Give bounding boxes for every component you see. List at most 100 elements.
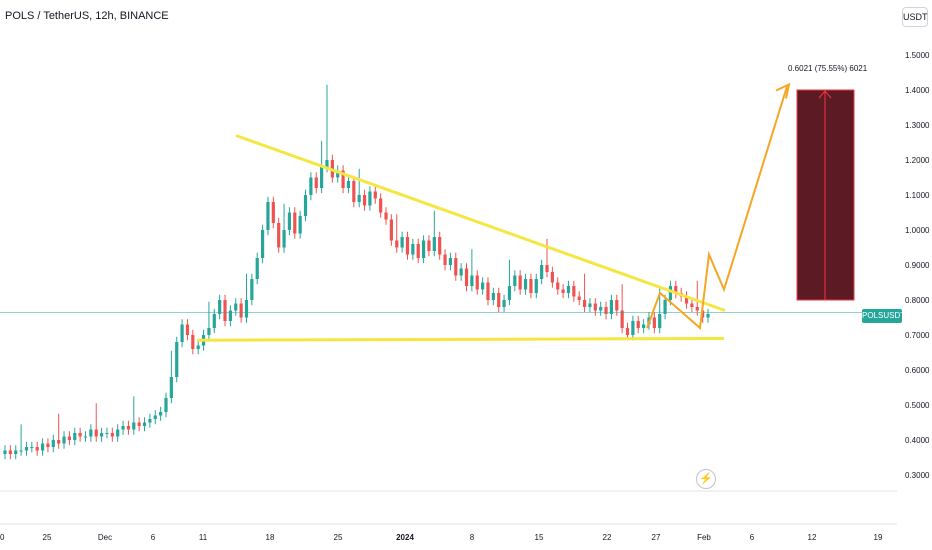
candle-body: [46, 443, 50, 447]
currency-button[interactable]: USDT: [902, 7, 928, 27]
candle-body: [497, 293, 501, 307]
grid-lines: [0, 490, 897, 525]
candle-body: [352, 181, 356, 202]
candle-body: [690, 303, 694, 307]
candle-body: [99, 433, 104, 437]
candle-body: [432, 237, 436, 251]
price-axis[interactable]: 1.5000 1.4000 1.3000 1.2000 1.1000 1.0000 0.90…: [905, 51, 930, 480]
candle-body: [105, 433, 109, 434]
candle-body: [336, 170, 340, 178]
candle-body: [636, 321, 640, 328]
candle-body: [357, 195, 361, 202]
candle-body: [169, 377, 173, 398]
candle-body: [132, 422, 136, 430]
candle-body: [73, 433, 77, 440]
candle-body: [438, 237, 442, 255]
candle-body: [486, 282, 490, 300]
candle-body: [668, 286, 673, 300]
candle-body: [250, 279, 254, 300]
candle-body: [325, 160, 329, 167]
candle-body: [481, 282, 485, 290]
candle-body: [164, 398, 168, 412]
time-axis[interactable]: 20 25 Dec 6 11 18 25 2024 8 15 22 27 Feb 6 12 19: [0, 533, 883, 542]
x-tick-label: 18: [266, 533, 275, 542]
candle-body: [260, 230, 265, 258]
candle-body: [588, 303, 592, 307]
candle-body: [277, 223, 281, 248]
candle-body: [67, 436, 71, 440]
candle-body: [121, 426, 125, 430]
x-tick-label: 15: [535, 533, 544, 542]
candle-body: [51, 440, 55, 447]
candle-body: [110, 433, 114, 437]
y-tick-label: 1.4000: [905, 86, 930, 95]
candle-body: [593, 303, 597, 311]
candle-body: [556, 282, 560, 290]
x-tick-label: 19: [874, 533, 883, 542]
candle-body: [185, 324, 190, 335]
x-tick-label: 25: [43, 533, 52, 542]
candle-body: [405, 237, 410, 255]
candle-body: [3, 450, 7, 454]
upper-trendline: [235, 134, 726, 312]
candle-body: [153, 415, 157, 419]
projection-path: [646, 86, 788, 330]
candle-body: [24, 447, 29, 451]
x-tick-label: 20: [0, 533, 5, 542]
y-tick-label: 0.9000: [905, 261, 930, 270]
current-price-tag: POLSUSDT: [862, 309, 905, 323]
projection-label: 0.6021 (75.55%) 6021: [788, 64, 868, 73]
x-tick-label: 25: [334, 533, 343, 542]
x-tick-label: 6: [750, 533, 755, 542]
candle-body: [464, 268, 469, 286]
candle-body: [309, 177, 313, 195]
candle-body: [373, 191, 377, 199]
x-tick-label: 8: [470, 533, 475, 542]
candle-body: [507, 286, 512, 300]
candle-body: [379, 198, 383, 213]
candle-body: [320, 167, 324, 188]
y-tick-label: 1.0000: [905, 226, 930, 235]
projection-arrowhead: [775, 82, 791, 99]
candle-body: [303, 195, 308, 216]
candle-body: [142, 422, 147, 426]
candle-body: [454, 258, 458, 276]
candle-body: [684, 296, 689, 304]
candle-body: [207, 328, 211, 335]
candle-body: [427, 240, 431, 251]
candle-body: [470, 275, 474, 286]
candle-body: [239, 303, 243, 318]
candle-body: [19, 450, 23, 452]
candle-body: [83, 436, 88, 438]
candle-body: [502, 300, 506, 307]
candle-body: [8, 450, 12, 454]
candle-body: [572, 286, 576, 297]
candle-body: [663, 300, 667, 314]
candle-body: [62, 436, 66, 444]
candle-body: [191, 335, 195, 349]
candle-body: [411, 244, 415, 255]
candle-body: [695, 307, 699, 311]
candle-body: [218, 300, 222, 314]
lightning-icon[interactable]: ⚡: [696, 469, 716, 489]
x-tick-label: Dec: [98, 533, 112, 542]
candle-body: [631, 321, 635, 335]
candle-body: [362, 195, 367, 206]
candle-body: [341, 170, 345, 188]
candle-body: [148, 419, 152, 423]
candle-body: [244, 300, 249, 318]
x-tick-label: 11: [199, 533, 208, 542]
candle-body: [561, 289, 565, 293]
candle-body: [534, 279, 538, 293]
candle-body: [421, 240, 426, 258]
candle-body: [604, 307, 608, 314]
candle-body: [448, 258, 453, 265]
y-tick-label: 0.4000: [905, 436, 930, 445]
candle-body: [35, 447, 39, 451]
candle-body: [395, 240, 399, 248]
candle-body: [266, 202, 270, 230]
candle-body: [566, 286, 571, 293]
candle-body: [582, 300, 587, 307]
candle-body: [545, 265, 549, 272]
